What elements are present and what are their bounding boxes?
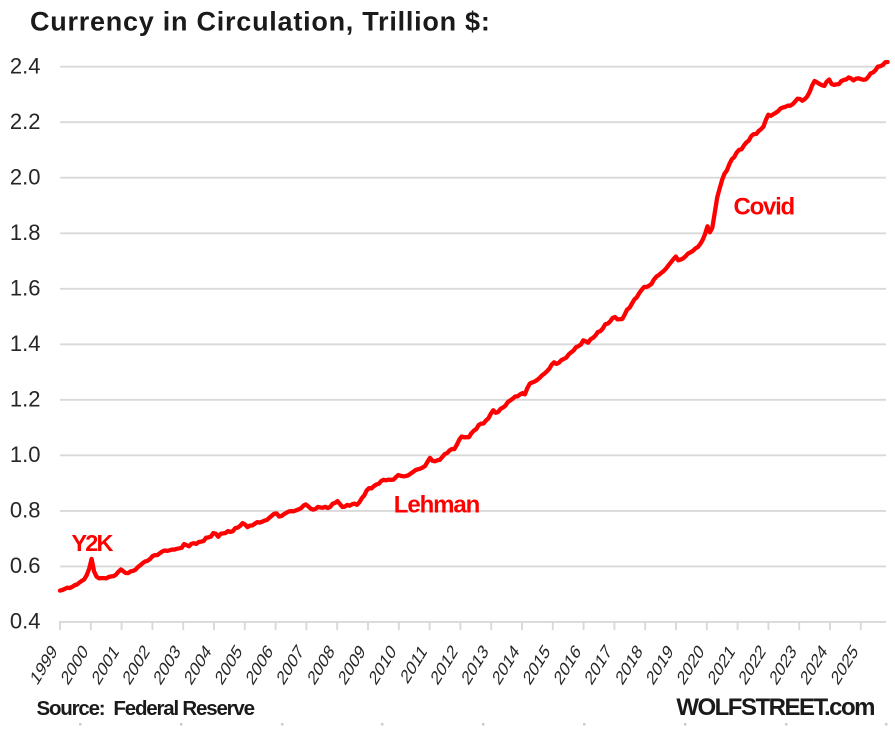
svg-text:Covid: Covid: [734, 193, 795, 220]
svg-text:1.6: 1.6: [10, 275, 41, 300]
svg-text:2.4: 2.4: [10, 53, 41, 78]
svg-text:Currency in Circulation, Trill: Currency in Circulation, Trillion $:: [30, 7, 491, 37]
svg-text:WOLFSTREET.com: WOLFSTREET.com: [676, 694, 874, 721]
svg-text:2.0: 2.0: [10, 164, 41, 189]
svg-text:Source: Federal Reserve: Source: Federal Reserve: [37, 697, 255, 720]
svg-text:1.4: 1.4: [10, 331, 41, 356]
svg-text:1.2: 1.2: [10, 386, 41, 411]
svg-text:1.8: 1.8: [10, 220, 41, 245]
svg-text:Lehman: Lehman: [394, 491, 480, 518]
svg-text:Y2K: Y2K: [72, 530, 114, 556]
svg-text:0.8: 0.8: [10, 498, 41, 523]
svg-text:0.6: 0.6: [10, 553, 41, 578]
svg-text:1.0: 1.0: [10, 442, 41, 467]
svg-text:2.2: 2.2: [10, 109, 41, 134]
svg-text:0.4: 0.4: [10, 609, 41, 634]
